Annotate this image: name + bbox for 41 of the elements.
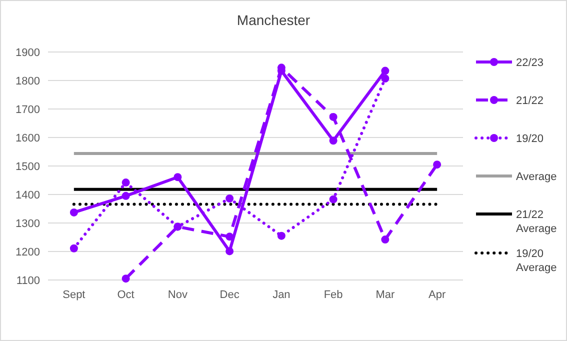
legend-label: 19/20 (516, 133, 544, 145)
x-tick-label: Mar (376, 289, 395, 301)
point (381, 74, 390, 83)
legend-label: Average (516, 171, 557, 183)
point (226, 247, 234, 256)
point (174, 173, 182, 182)
y-tick-label: 1800 (16, 76, 40, 88)
point (122, 178, 130, 187)
point (226, 194, 234, 202)
point (174, 222, 182, 231)
point (329, 112, 338, 121)
legend-label: 21/22 (516, 95, 544, 107)
legend-label: 21/22 Average (516, 209, 557, 235)
point (381, 66, 390, 75)
point (381, 236, 390, 244)
point (433, 160, 442, 169)
y-tick-label: 1400 (16, 190, 40, 202)
point (70, 244, 78, 252)
point (277, 232, 286, 240)
chart-title: Manchester (236, 12, 310, 28)
point (122, 192, 130, 200)
y-tick-label: 1900 (16, 47, 40, 59)
point (122, 274, 130, 283)
legend-label: 19/20 Average (516, 248, 557, 274)
y-tick-label: 1600 (16, 132, 40, 144)
y-tick-label: 1100 (16, 275, 40, 287)
x-tick-label: Jan (272, 289, 290, 301)
y-tick-label: 1200 (16, 246, 40, 258)
x-tick-label: Oct (117, 289, 134, 301)
point (329, 136, 338, 145)
x-tick-label: Nov (168, 289, 188, 301)
x-tick-label: Feb (324, 289, 343, 301)
x-tick-label: Dec (220, 289, 240, 301)
y-tick-label: 1500 (16, 161, 40, 173)
y-tick-label: 1700 (16, 104, 40, 116)
x-tick-label: Sept (62, 289, 86, 301)
point (70, 208, 78, 216)
legend-label: 22/23 (516, 57, 544, 69)
y-tick-label: 1300 (16, 218, 40, 230)
point (329, 195, 338, 204)
x-tick-label: Apr (428, 289, 446, 301)
